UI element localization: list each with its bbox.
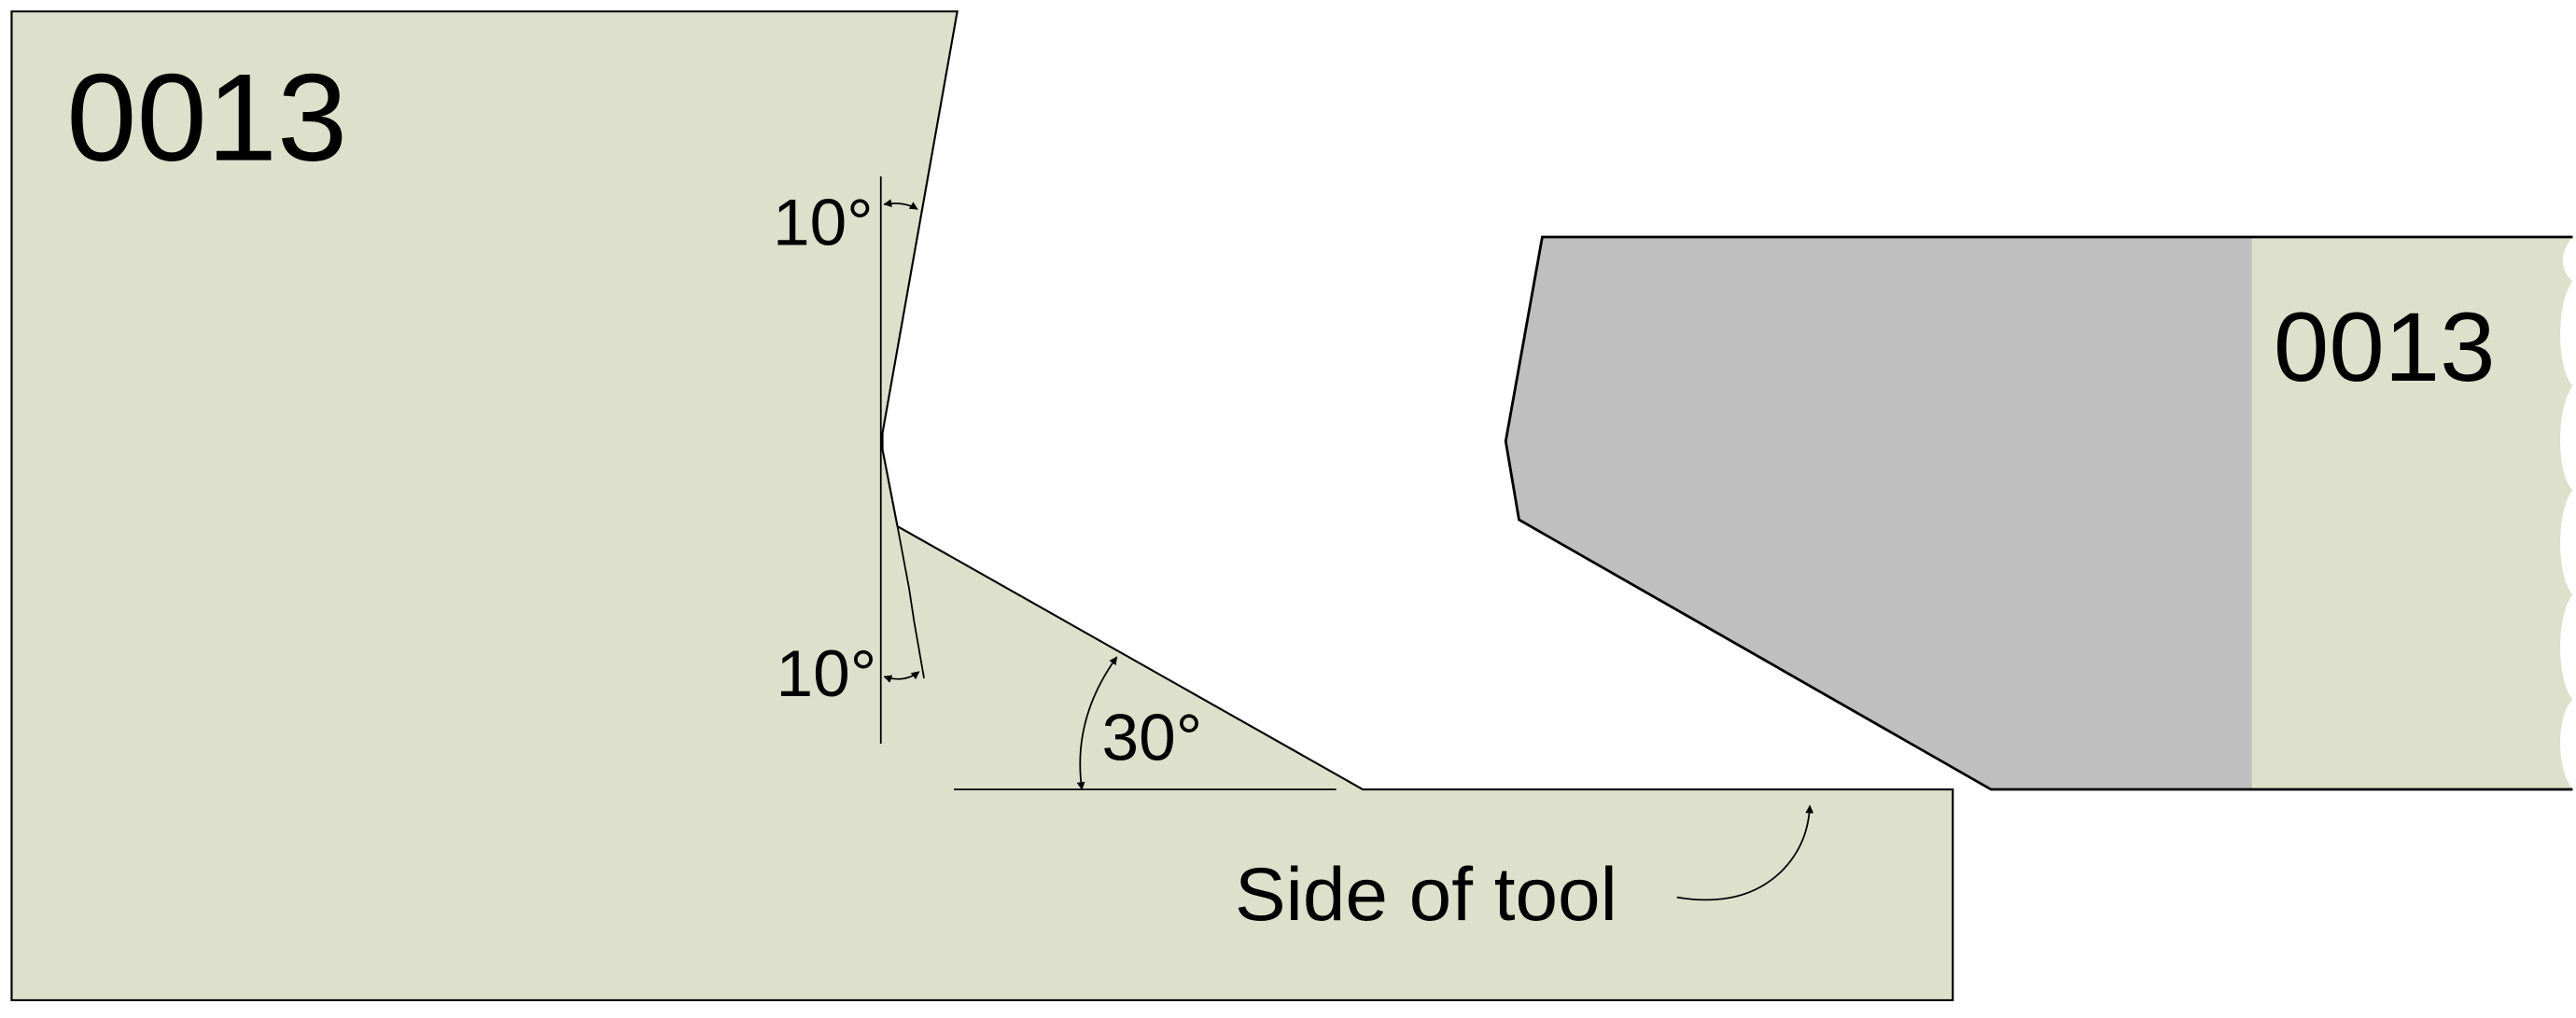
right-tool-outline: [1504, 235, 2573, 791]
right-tool: 0013: [1504, 235, 2573, 791]
right-tool-code: 0013: [2274, 293, 2496, 402]
left-tool: 0013 10° 10° 30° Side of tool: [10, 10, 1954, 1002]
lower-clearance-line: [896, 525, 925, 679]
left-tool-code: 0013: [66, 49, 347, 188]
upper-angle-label: 10°: [773, 186, 874, 258]
upper-angle-arc: [883, 199, 918, 210]
carbide-tip: [1505, 236, 2252, 790]
lower-angle-label: 10°: [777, 637, 877, 710]
right-tool-shank: [2251, 236, 2573, 790]
side-angle-label: 30°: [1102, 701, 1203, 774]
side-of-tool-label: Side of tool: [1235, 853, 1617, 937]
left-tool-body: [10, 10, 1954, 1002]
lower-angle-arc: [883, 671, 920, 683]
side-of-tool-leader: [1676, 804, 1814, 901]
side-angle-arc: [1076, 656, 1118, 790]
